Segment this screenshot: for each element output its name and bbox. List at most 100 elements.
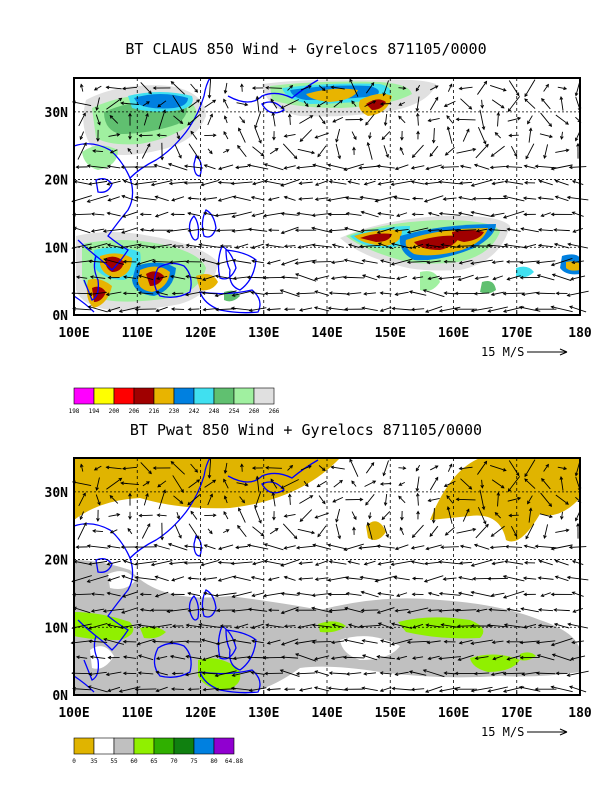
wind-vector xyxy=(174,144,182,159)
wind-vector xyxy=(122,291,137,296)
wind-vector xyxy=(296,591,315,597)
wind-vector xyxy=(377,242,394,250)
wind-vector xyxy=(528,127,533,143)
wind-vector xyxy=(540,212,551,218)
wind-vector xyxy=(262,275,285,280)
wind-vector xyxy=(240,463,244,472)
wind-vector xyxy=(154,591,169,598)
wind-vector xyxy=(391,306,412,311)
wind-vector xyxy=(231,608,252,613)
colorbar-label: 64.88 xyxy=(225,758,243,765)
wind-vector xyxy=(490,145,505,157)
wind-vector xyxy=(95,97,100,111)
wind-vector xyxy=(96,129,100,142)
wind-vector xyxy=(394,228,409,233)
wind-vector xyxy=(525,143,535,160)
wind-vector xyxy=(344,226,364,233)
wind-vector xyxy=(223,98,229,109)
colorbar-label: 0 xyxy=(72,758,76,765)
wind-vector xyxy=(246,543,269,550)
wind-vector xyxy=(198,243,221,248)
wind-vector xyxy=(376,275,395,280)
wind-vector xyxy=(510,525,518,538)
wind-vector xyxy=(444,147,455,156)
wind-vector xyxy=(569,685,587,693)
wind-vector xyxy=(470,210,493,218)
wind-vector xyxy=(190,510,198,520)
wind-vector xyxy=(204,99,217,108)
wind-vector xyxy=(138,133,153,138)
wind-vector xyxy=(122,211,138,218)
wind-vector xyxy=(266,307,281,312)
colorbar-swatch xyxy=(193,737,215,755)
y-tick-label: 0N xyxy=(52,689,68,704)
wind-vector xyxy=(252,180,264,186)
wind-vector xyxy=(379,671,392,675)
wind-vector xyxy=(479,109,486,131)
wind-vector xyxy=(89,275,106,279)
wind-vector xyxy=(77,522,87,540)
wind-vector xyxy=(298,561,313,566)
wind-vector xyxy=(496,491,501,507)
wind-vector xyxy=(555,494,569,505)
wind-vector xyxy=(313,655,330,661)
wind-vector xyxy=(490,85,507,92)
wind-vector xyxy=(153,543,170,550)
wind-vector xyxy=(170,461,186,475)
wind-vector xyxy=(223,115,228,124)
wind-vector xyxy=(406,227,429,234)
wind-vector xyxy=(396,592,408,598)
wind-vector xyxy=(491,260,504,265)
wind-vector xyxy=(272,131,276,141)
wind-vector xyxy=(491,99,505,109)
wind-vector xyxy=(470,639,493,645)
wind-vector xyxy=(169,654,186,660)
wind-vector xyxy=(374,195,397,203)
wind-vector xyxy=(299,509,313,522)
wind-vector xyxy=(459,544,472,549)
wind-vector xyxy=(318,85,326,92)
wind-vector xyxy=(345,117,364,122)
wind-vector xyxy=(138,513,153,518)
wind-vector xyxy=(251,466,264,470)
wind-vector xyxy=(427,275,440,281)
wind-vector xyxy=(166,228,189,234)
wind-vector xyxy=(90,592,105,596)
wind-vector xyxy=(379,482,392,486)
wind-vector xyxy=(490,592,505,597)
wind-vector xyxy=(376,655,395,660)
wind-vector xyxy=(491,640,504,645)
wind-vector xyxy=(488,227,507,232)
wind-vector xyxy=(153,163,170,170)
wind-vector xyxy=(477,506,487,525)
wind-vector xyxy=(330,465,345,470)
wind-vector xyxy=(254,507,262,524)
wind-vector xyxy=(456,527,477,534)
wind-vector xyxy=(86,195,109,203)
wind-vector xyxy=(103,257,125,265)
wind-vector xyxy=(458,466,473,471)
wind-vector xyxy=(298,577,313,581)
colorbar-label: 260 xyxy=(249,408,260,415)
x-tick-label: 170E xyxy=(501,326,532,341)
wind-vector xyxy=(398,481,405,486)
wind-vector xyxy=(519,655,540,660)
wind-vector xyxy=(394,608,409,613)
wind-vector xyxy=(473,543,490,550)
wind-vector xyxy=(521,671,538,676)
wind-vector xyxy=(79,83,84,92)
colorbar-swatch xyxy=(233,387,255,405)
wind-vector xyxy=(379,291,392,295)
wind-vector xyxy=(376,227,395,234)
wind-vector xyxy=(170,212,185,217)
wind-vector xyxy=(294,608,317,613)
wind-vector xyxy=(351,480,357,487)
wind-vector xyxy=(559,96,564,111)
wind-vector xyxy=(560,131,564,140)
wind-vector xyxy=(270,98,278,109)
wind-vector xyxy=(328,228,347,233)
wind-vector xyxy=(328,608,347,613)
wind-vector xyxy=(190,83,199,93)
wind-vector xyxy=(568,545,587,550)
